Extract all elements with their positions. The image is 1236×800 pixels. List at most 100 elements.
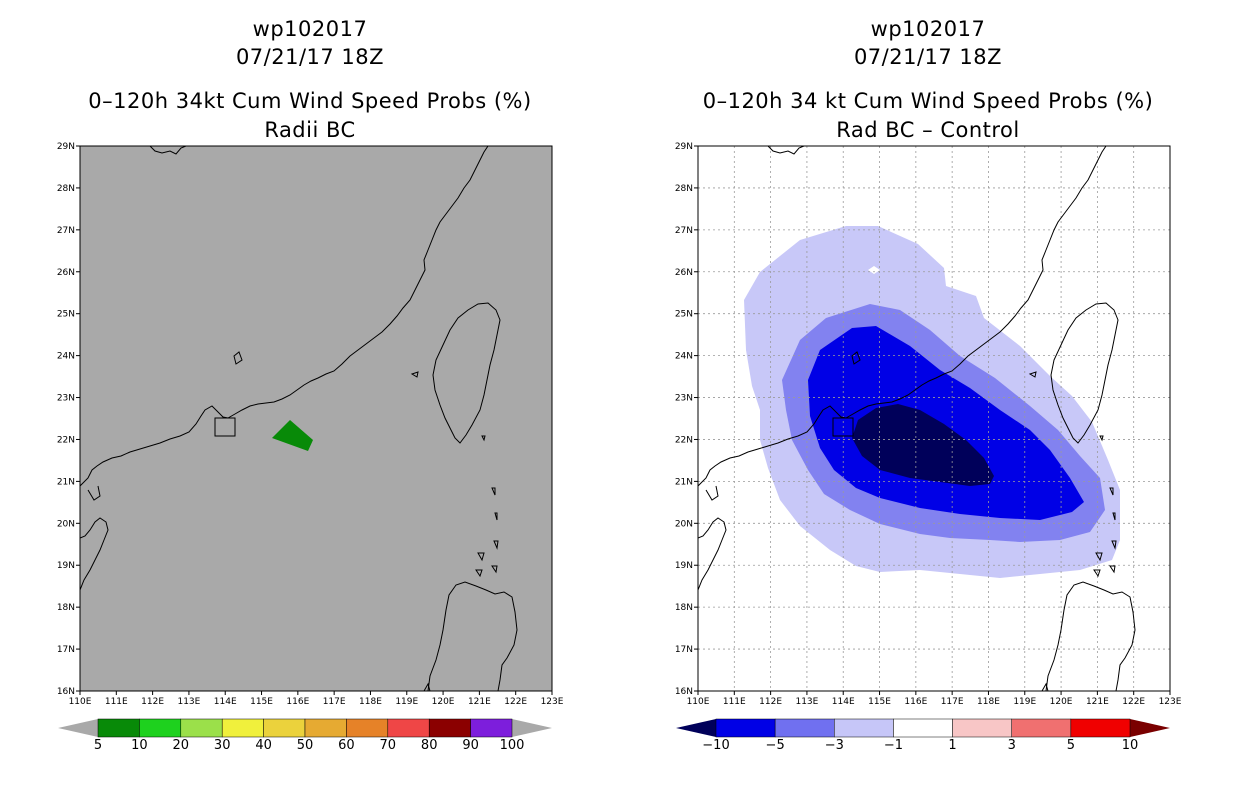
left-colorbar-label: 90 <box>462 738 479 753</box>
right-lat-label: 16N <box>675 687 693 697</box>
left-lon-label: 117E <box>323 697 346 707</box>
left-colorbar-swatch <box>304 718 347 738</box>
left-lat-label: 26N <box>57 268 75 278</box>
right-colorbar-left-arrow <box>676 719 716 737</box>
left-axis-ticks: 29N 28N 27N 26N 25N 24N 23N 22N 21N 20N 19N 18N 17N 1… <box>57 142 564 707</box>
left-lon-label: 111E <box>105 697 128 707</box>
left-lon-label: 115E <box>250 697 273 707</box>
left-colorbar-label: 80 <box>421 738 438 753</box>
right-lat-label: 23N <box>675 394 693 404</box>
right-colorbar: −10 −5 −3 −1 1 3 5 10 <box>676 718 1170 753</box>
left-colorbar-label: 50 <box>297 738 314 753</box>
right-lon-label: 118E <box>977 697 1000 707</box>
left-colorbar-label: 30 <box>214 738 231 753</box>
right-lat-label: 18N <box>675 603 693 613</box>
left-colorbar-swatch <box>428 718 471 738</box>
right-colorbar-swatch <box>952 718 1012 738</box>
right-lon-label: 112E <box>759 697 782 707</box>
right-lon-label: 111E <box>723 697 746 707</box>
left-colorbar-label: 20 <box>173 738 190 753</box>
left-lon-label: 121E <box>468 697 491 707</box>
left-lat-label: 25N <box>57 310 75 320</box>
right-lon-label: 120E <box>1050 697 1073 707</box>
right-hole <box>868 266 880 274</box>
left-colorbar-label: 10 <box>131 738 148 753</box>
right-lon-label: 122E <box>1122 697 1145 707</box>
left-colorbar-label: 60 <box>338 738 355 753</box>
left-colorbar-swatch <box>97 718 140 738</box>
left-title: 0–120h 34kt Cum Wind Speed Probs (%) <box>88 89 532 113</box>
left-colorbar-swatch <box>387 718 430 738</box>
left-lat-label: 19N <box>57 561 75 571</box>
right-lat-label: 24N <box>675 352 693 362</box>
right-colorbar-swatch <box>715 718 776 738</box>
right-datetime: 07/21/17 18Z <box>853 45 1003 69</box>
right-colorbar-label: −1 <box>884 738 903 753</box>
left-lon-label: 110E <box>69 697 92 707</box>
left-map-background <box>80 146 552 691</box>
left-datetime: 07/21/17 18Z <box>235 45 385 69</box>
left-lat-label: 28N <box>57 184 75 194</box>
left-colorbar-swatch <box>139 718 182 738</box>
left-lat-label: 16N <box>57 687 75 697</box>
left-colorbar: 5 10 20 30 40 50 60 70 80 90 100 <box>58 718 552 753</box>
left-map: 29N 28N 27N 26N 25N 24N 23N 22N 21N 20N 19N 18N 17N 1… <box>57 142 564 707</box>
right-lat-label: 25N <box>675 310 693 320</box>
right-contour-minus10 <box>852 404 994 486</box>
right-colorbar-swatch <box>774 718 835 738</box>
right-lat-label: 26N <box>675 268 693 278</box>
right-storm-id: wp102017 <box>870 17 986 41</box>
left-lon-label: 120E <box>432 697 455 707</box>
right-lat-label: 21N <box>675 477 693 487</box>
left-colorbar-swatch <box>180 718 223 738</box>
left-lat-label: 18N <box>57 603 75 613</box>
left-lon-label: 122E <box>504 697 527 707</box>
left-lat-label: 17N <box>57 645 75 655</box>
left-colorbar-swatch <box>346 718 389 738</box>
left-lon-label: 114E <box>214 697 237 707</box>
right-lon-label: 114E <box>832 697 855 707</box>
right-grid <box>698 146 1170 691</box>
left-lon-label: 112E <box>141 697 164 707</box>
right-colorbar-label: −5 <box>766 738 785 753</box>
right-lon-label: 117E <box>941 697 964 707</box>
right-lat-label: 19N <box>675 561 693 571</box>
right-lat-label: 28N <box>675 184 693 194</box>
right-lat-label: 20N <box>675 519 693 529</box>
left-lat-label: 27N <box>57 226 75 236</box>
left-colorbar-right-arrow <box>512 719 552 737</box>
right-axis-ticks: 29N 28N 27N 26N 25N 24N 23N 22N 21N 20N 19N 18N 17N 1… <box>675 142 1182 707</box>
left-lat-label: 23N <box>57 394 75 404</box>
right-colorbar-swatch <box>1070 718 1131 738</box>
left-lat-label: 22N <box>57 435 75 445</box>
left-lat-label: 29N <box>57 142 75 152</box>
right-colorbar-label: 5 <box>1067 738 1075 753</box>
left-lat-label: 24N <box>57 352 75 362</box>
right-map: 29N 28N 27N 26N 25N 24N 23N 22N 21N 20N 19N 18N 17N 1… <box>675 142 1182 707</box>
right-lon-label: 119E <box>1013 697 1036 707</box>
left-colorbar-swatch <box>221 718 264 738</box>
left-subtitle: Radii BC <box>264 118 356 142</box>
right-lon-label: 121E <box>1086 697 1109 707</box>
right-lat-label: 22N <box>675 435 693 445</box>
right-colorbar-right-arrow <box>1130 719 1170 737</box>
right-lon-label: 115E <box>868 697 891 707</box>
left-map-frame <box>79 145 553 692</box>
left-colorbar-label: 5 <box>94 738 102 753</box>
right-colorbar-label: −10 <box>702 738 729 753</box>
left-lat-label: 20N <box>57 519 75 529</box>
right-colorbar-label: 3 <box>1008 738 1016 753</box>
right-lon-label: 123E <box>1159 697 1182 707</box>
right-lat-label: 17N <box>675 645 693 655</box>
left-lon-label: 118E <box>359 697 382 707</box>
right-lon-label: 110E <box>687 697 710 707</box>
right-subtitle: Rad BC – Control <box>836 118 1020 142</box>
left-lon-label: 123E <box>541 697 564 707</box>
right-map-frame <box>697 145 1171 692</box>
left-colorbar-label: 100 <box>500 738 525 753</box>
right-lat-label: 27N <box>675 226 693 236</box>
left-colorbar-left-arrow <box>58 719 98 737</box>
left-lon-label: 119E <box>395 697 418 707</box>
right-colorbar-label: 10 <box>1122 738 1139 753</box>
